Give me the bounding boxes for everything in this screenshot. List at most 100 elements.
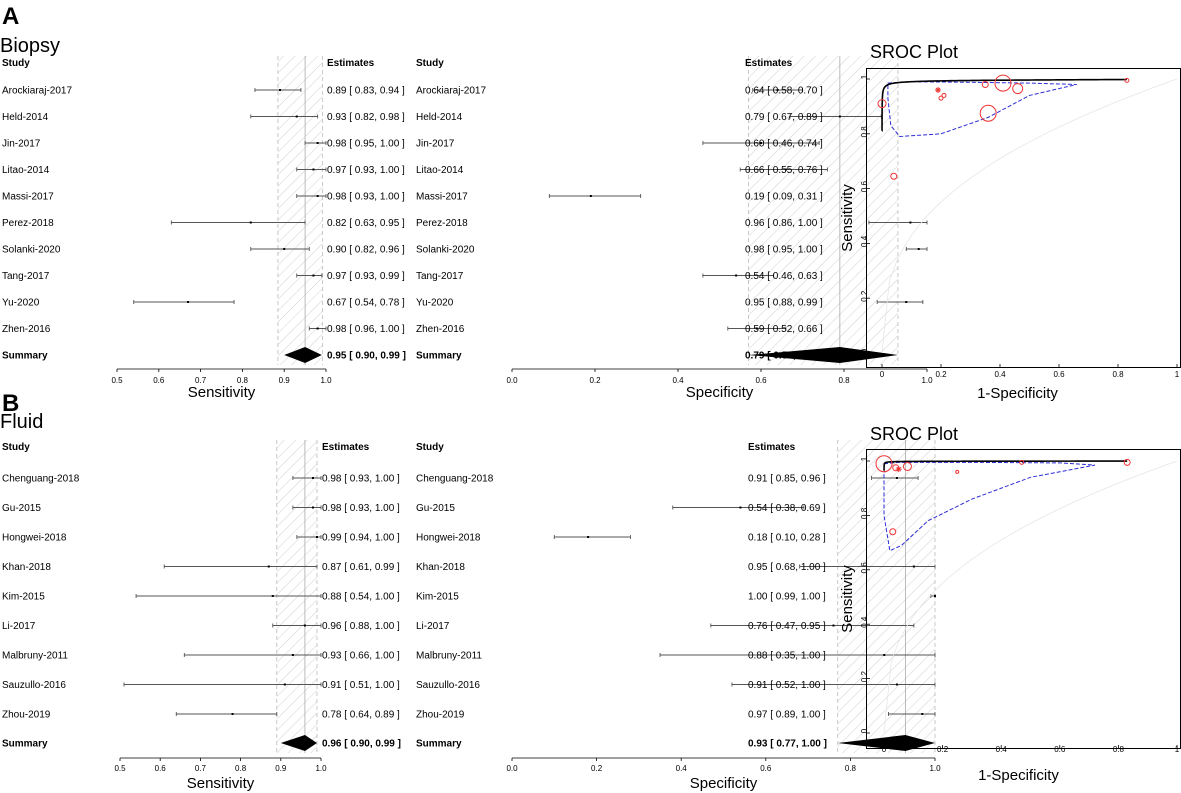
sens-study-name: Litao-2014 <box>2 165 50 176</box>
sroc-summary-point <box>895 466 902 473</box>
sens-study-name: Kim-2015 <box>2 592 45 603</box>
sens-estimate-label: 0.87 [ 0.61, 0.99 ] <box>322 562 400 573</box>
spec-study-name: Arockiaraj-2017 <box>416 86 486 97</box>
panel-name: Fluid <box>0 411 43 433</box>
sens-summary-diamond <box>284 347 322 363</box>
spec-prediction-band <box>748 56 898 365</box>
sroc-x-tick-label: 0.6 <box>1053 370 1065 379</box>
spec-estimate-label: 0.19 [ 0.09, 0.31 ] <box>745 192 823 203</box>
sens-estimate-label: 0.96 [ 0.88, 1.00 ] <box>322 621 400 632</box>
spec-estimate-label: 0.96 [ 0.86, 1.00 ] <box>745 218 823 229</box>
spec-study-name: Solanki-2020 <box>416 245 475 256</box>
sens-x-axis-title: Sensitivity <box>187 775 255 792</box>
sroc-x-tick-label: 0.8 <box>1113 745 1125 754</box>
sroc-study-point <box>994 74 1012 92</box>
spec-point-estimate <box>587 536 590 538</box>
spec-summary-label: 0.93 [ 0.77, 1.00 ] <box>748 739 827 750</box>
spec-summary-diamond <box>837 735 935 751</box>
spec-point-estimate <box>589 195 592 197</box>
spec-x-tick-label: 0.2 <box>591 764 603 773</box>
sroc-study-point <box>890 172 898 180</box>
spec-point-estimate <box>735 274 738 277</box>
spec-study-name: Kim-2015 <box>416 592 459 603</box>
sens-point-estimate <box>303 624 306 627</box>
sens-estimate-label: 0.98 [ 0.95, 1.00 ] <box>327 139 405 150</box>
sens-study-name: Zhen-2016 <box>2 324 51 335</box>
spec-estimate-label: 1.00 [ 0.99, 1.00 ] <box>748 592 826 603</box>
spec-estimates-header: Estimates <box>748 442 796 453</box>
sens-x-tick-label: 0.5 <box>114 764 126 773</box>
panel-letter: A <box>2 3 19 30</box>
spec-x-axis-title: Specificity <box>686 384 754 401</box>
spec-study-header: Study <box>416 442 444 453</box>
sens-summary-label: 0.95 [ 0.90, 0.99 ] <box>327 351 406 362</box>
spec-x-tick-label: 0.8 <box>838 376 850 385</box>
sens-estimate-label: 0.91 [ 0.51, 1.00 ] <box>322 680 400 691</box>
sroc-y-axis-title: Sensitivity <box>839 184 856 252</box>
spec-estimate-label: 0.18 [ 0.10, 0.28 ] <box>748 533 826 544</box>
sroc-study-point <box>875 455 893 473</box>
sens-study-name: Hongwei-2018 <box>2 533 67 544</box>
sroc-study-point <box>981 80 989 88</box>
sens-study-name: Perez-2018 <box>2 218 54 229</box>
spec-point-estimate <box>905 301 908 303</box>
spec-point-estimate <box>921 713 924 715</box>
spec-point-estimate <box>934 595 936 597</box>
sroc-study-point <box>902 461 912 471</box>
sens-point-estimate <box>312 168 315 171</box>
sens-point-estimate <box>316 195 319 197</box>
sens-estimate-label: 0.98 [ 0.96, 1.00 ] <box>327 324 405 335</box>
sens-point-estimate <box>271 595 274 597</box>
sens-estimate-label: 0.90 [ 0.82, 0.96 ] <box>327 245 405 256</box>
sens-estimate-label: 0.98 [ 0.93, 1.00 ] <box>322 474 400 485</box>
sroc-y-tick-label: 0.2 <box>860 670 869 682</box>
spec-point-estimate <box>739 506 742 509</box>
sroc-x-tick-label: 0.4 <box>994 370 1006 379</box>
spec-study-name: Jin-2017 <box>416 139 455 150</box>
spec-estimate-label: 0.59 [ 0.52, 0.66 ] <box>745 324 823 335</box>
sens-estimates-header: Estimates <box>327 58 375 69</box>
sens-study-name: Khan-2018 <box>2 562 51 573</box>
sens-summary-diamond <box>280 735 317 751</box>
sens-x-tick-label: 0.8 <box>235 764 247 773</box>
spec-point-estimate <box>755 327 758 330</box>
spec-estimates-header: Estimates <box>745 58 793 69</box>
sens-point-estimate <box>231 713 234 715</box>
spec-estimate-label: 0.97 [ 0.89, 1.00 ] <box>748 710 826 721</box>
sens-summary-name: Summary <box>2 351 48 362</box>
spec-estimate-label: 0.54 [ 0.38, 0.69 ] <box>748 503 826 514</box>
sens-study-header: Study <box>2 58 30 69</box>
sroc-study-point <box>1124 77 1130 83</box>
sens-study-name: Jin-2017 <box>2 139 41 150</box>
sens-study-name: Solanki-2020 <box>2 245 61 256</box>
sens-point-estimate <box>187 301 190 303</box>
spec-estimate-label: 0.60 [ 0.46, 0.74 ] <box>745 139 823 150</box>
sens-estimate-label: 0.89 [ 0.83, 0.94 ] <box>327 86 405 97</box>
spec-estimate-label: 0.76 [ 0.47, 0.95 ] <box>748 621 826 632</box>
sroc-x-tick-label: 0 <box>882 745 887 754</box>
sroc-y-tick-label: 0.6 <box>860 562 869 574</box>
sroc-title: SROC Plot <box>870 42 958 62</box>
sens-estimate-label: 0.88 [ 0.54, 1.00 ] <box>322 592 400 603</box>
sroc-x-tick-label: 0.6 <box>1054 745 1066 754</box>
sens-estimate-label: 0.97 [ 0.93, 0.99 ] <box>327 271 405 282</box>
sens-point-estimate <box>311 506 314 509</box>
spec-estimate-label: 0.64 [ 0.58, 0.70 ] <box>745 86 823 97</box>
spec-study-name: Chenguang-2018 <box>416 474 494 485</box>
sens-prediction-band <box>276 440 317 753</box>
sens-summary-label: 0.96 [ 0.90, 0.99 ] <box>322 739 401 750</box>
sroc-y-tick-label: 0.6 <box>860 180 869 192</box>
spec-study-name: Zhou-2019 <box>416 710 465 721</box>
panel-letter: B <box>2 390 19 417</box>
sroc-x-tick-label: 1 <box>1175 370 1180 379</box>
panel-name: Biopsy <box>0 35 60 57</box>
spec-study-header: Study <box>416 58 444 69</box>
sens-study-name: Sauzullo-2016 <box>2 680 66 691</box>
sens-x-tick-label: 0.7 <box>195 376 207 385</box>
spec-x-tick-label: 0.8 <box>845 764 857 773</box>
sroc-y-tick-label: 0.2 <box>860 290 869 302</box>
spec-estimate-label: 0.79 [ 0.67, 0.89 ] <box>745 112 823 123</box>
sroc-y-tick-label: 0.8 <box>860 126 869 138</box>
